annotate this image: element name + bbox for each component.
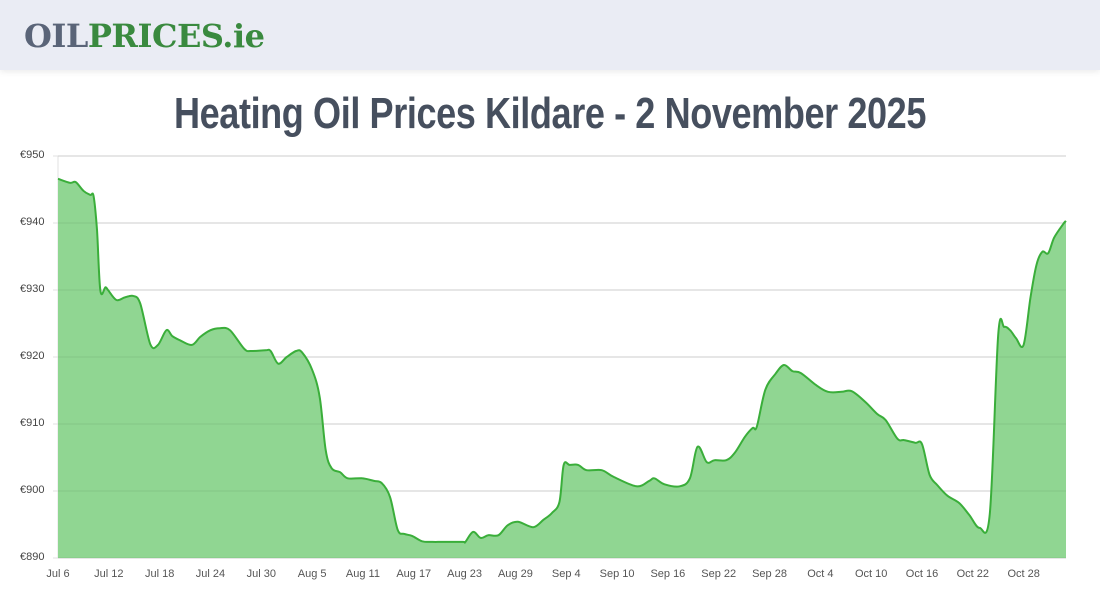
x-axis-tick-label: Aug 11 [345, 568, 380, 580]
x-axis-tick-label: Sep 28 [752, 568, 787, 580]
x-axis-tick-label: Oct 10 [854, 568, 888, 580]
logo-oil-text: OIL [24, 17, 88, 55]
x-axis-tick-label: Sep 22 [701, 568, 737, 580]
y-axis-tick-label: €940 [20, 216, 45, 228]
price-line[interactable] [57, 177, 1067, 544]
x-axis-tick-label: Jul 6 [46, 568, 70, 580]
x-axis-tick-label: Oct 22 [956, 568, 990, 580]
x-axis-tick-label: Oct 28 [1007, 568, 1040, 580]
chart-canvas[interactable] [0, 140, 1100, 600]
x-axis-tick-label: Aug 23 [447, 568, 483, 580]
x-axis-tick-label: Sep 10 [599, 568, 635, 580]
y-axis-tick-label: €920 [20, 350, 45, 362]
price-area-chart[interactable]: €950 €940 €930 €920 €910 €900 €890 Jul 6 Jul 12 J… [0, 140, 1100, 600]
x-axis-tick-label: Jul 30 [246, 568, 276, 580]
site-header: OILPRICES.ie [0, 0, 1100, 70]
x-axis-tick-label: Sep 16 [650, 568, 686, 580]
x-axis-tick-label: Sep 4 [551, 568, 581, 580]
x-axis-tick-label: Oct 4 [807, 568, 834, 580]
x-axis-tick-label: Jul 24 [195, 568, 226, 580]
y-axis-tick-label: €900 [20, 484, 45, 496]
x-axis-tick-label: Jul 12 [94, 568, 124, 580]
page-title: Heating Oil Prices Kildare - 2 November … [174, 89, 926, 138]
x-axis-tick-label: Aug 29 [497, 568, 533, 580]
site-logo[interactable]: OILPRICES.ie [24, 16, 265, 56]
x-axis-tick-label: Aug 17 [396, 568, 432, 580]
y-axis-tick-label: €890 [20, 551, 45, 563]
y-axis-tick-label: €950 [20, 149, 45, 161]
price-area-fill [58, 178, 1066, 559]
y-axis-tick-label: €930 [20, 283, 45, 295]
x-axis-tick-label: Oct 16 [905, 568, 939, 580]
logo-prices-text: PRICES.ie [87, 17, 265, 55]
x-axis-tick-label: Jul 18 [144, 568, 175, 580]
x-axis-tick-label: Aug 5 [297, 568, 327, 580]
y-axis-tick-label: €910 [20, 417, 45, 429]
